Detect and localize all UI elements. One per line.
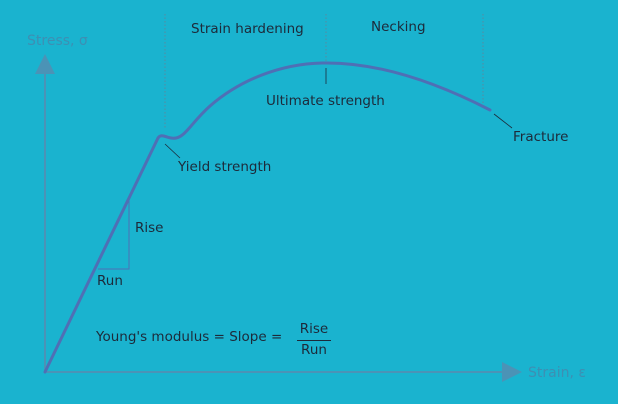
necking-label: Necking: [371, 19, 426, 35]
rise-label: Rise: [135, 220, 164, 236]
fraction-numerator: Rise: [299, 321, 329, 337]
strain-hardening-label: Strain hardening: [191, 21, 304, 37]
ultimate-strength-label: Ultimate strength: [266, 93, 385, 109]
x-axis-label: Strain, ε: [528, 365, 586, 381]
fraction-bar: [297, 339, 331, 341]
fraction-denominator: Run: [301, 341, 327, 358]
fracture-label: Fracture: [513, 129, 569, 145]
yield-leader: [164, 143, 181, 159]
stress-strain-curve: [43, 61, 492, 374]
yield-strength-label: Yield strength: [178, 159, 272, 175]
run-label: Run: [97, 273, 123, 289]
rise-run-triangle: [98, 200, 130, 270]
y-axis-label: Stress, σ: [27, 33, 88, 49]
slope-fraction: Rise Run: [296, 321, 332, 358]
fracture-leader: [493, 113, 513, 129]
youngs-modulus-formula: Young's modulus = Slope =: [96, 329, 283, 345]
